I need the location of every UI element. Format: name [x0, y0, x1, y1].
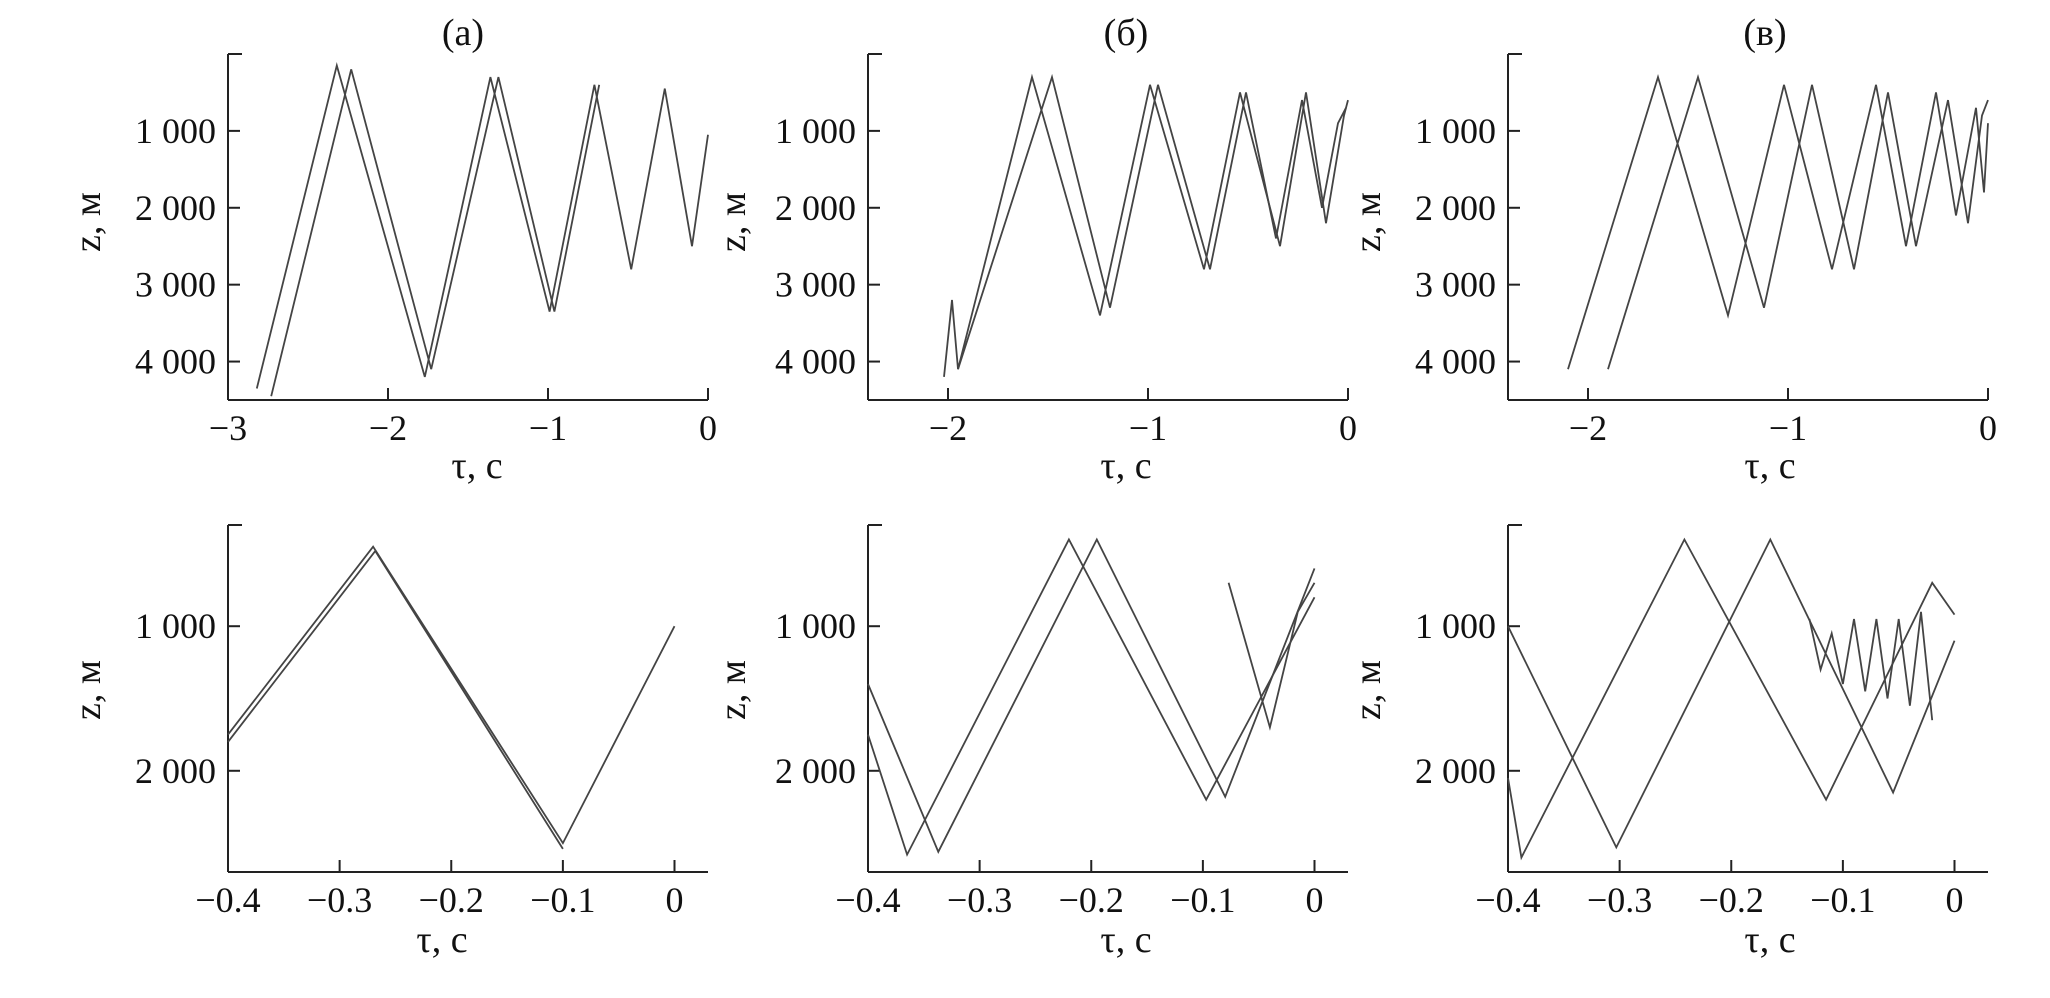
y-tick-label: 1 000 [135, 111, 216, 151]
x-axis-label: τ, с [416, 919, 467, 961]
y-tick-label: 1 000 [775, 606, 856, 646]
panel-title: (а) [442, 12, 484, 54]
y-tick-label: 1 000 [1415, 606, 1496, 646]
ray-series-1 [867, 537, 1316, 857]
panel-title: (б) [1104, 12, 1149, 54]
x-tick-label: −0.1 [1810, 880, 1875, 920]
x-tick-label: −0.2 [419, 880, 484, 920]
panel-a-bottom: τ, с z, м −0.4 −0.3 −0.2 −0.1 0 1 000 2 000 [67, 524, 708, 961]
x-tick-label: −1 [529, 408, 567, 448]
x-tick-label: 0 [1339, 408, 1357, 448]
panel-v-top: (в) τ, с z, м −2 −1 0 1 000 2 000 3 000 4 000 [1347, 12, 1997, 487]
x-tick-label: −0.3 [947, 880, 1012, 920]
y-tick-label: 1 000 [135, 606, 216, 646]
panel-title: (в) [1743, 12, 1786, 54]
x-tick-label: −0.1 [530, 880, 595, 920]
ray-series-1 [1507, 537, 1956, 861]
x-tick-label: −2 [929, 408, 967, 448]
ray-series-1 [227, 545, 676, 845]
panel-b-bottom: τ, с z, м −0.4 −0.3 −0.2 −0.1 0 1 000 2 000 [712, 524, 1348, 961]
x-tick-label: −0.1 [1170, 880, 1235, 920]
ray-series-1 [1567, 73, 1989, 370]
x-tick-label: −0.2 [1699, 880, 1764, 920]
ray-series-2 [957, 73, 1347, 370]
y-tick-label: 2 000 [135, 188, 216, 228]
ray-series-2 [270, 69, 601, 397]
x-tick-label: −1 [1769, 408, 1807, 448]
y-tick-label: 2 000 [1415, 751, 1496, 791]
y-tick-label: 1 000 [775, 111, 856, 151]
ray-series-2 [1607, 73, 1989, 370]
x-tick-label: 0 [666, 880, 684, 920]
y-tick-label: 1 000 [1415, 111, 1496, 151]
ray-series-1 [255, 61, 709, 389]
y-tick-label: 3 000 [135, 265, 216, 305]
x-axis-label: τ, с [1100, 445, 1151, 487]
panel-v-bottom: τ, с z, м −0.4 −0.3 −0.2 −0.1 0 1 000 2 000 [1347, 524, 1988, 961]
y-tick-label: 4 000 [135, 342, 216, 382]
y-axis-label: z, м [712, 660, 754, 720]
ray-series-2 [867, 537, 1316, 854]
y-tick-label: 3 000 [1415, 265, 1496, 305]
y-axis-label: z, м [712, 192, 754, 252]
x-tick-label: 0 [1306, 880, 1324, 920]
x-tick-label: −3 [209, 408, 247, 448]
ray-series-3 [1227, 582, 1316, 731]
x-tick-label: 0 [1946, 880, 1964, 920]
x-axis-label: τ, с [1744, 445, 1795, 487]
x-tick-label: −0.2 [1059, 880, 1124, 920]
y-tick-label: 2 000 [775, 188, 856, 228]
x-axis-label: τ, с [451, 445, 502, 487]
y-axis-label: z, м [67, 660, 109, 720]
x-tick-label: 0 [1979, 408, 1997, 448]
y-tick-label: 4 000 [775, 342, 856, 382]
y-tick-label: 2 000 [1415, 188, 1496, 228]
ray-series-3 [1808, 611, 1934, 721]
y-axis-label: z, м [1347, 192, 1389, 252]
x-tick-label: −2 [369, 408, 407, 448]
x-tick-label: −0.3 [307, 880, 372, 920]
y-tick-label: 2 000 [135, 751, 216, 791]
panel-b-top: (б) τ, с z, м −2 −1 0 1 000 2 000 3 000 4 000 [712, 12, 1357, 487]
x-axis-label: τ, с [1100, 919, 1151, 961]
y-tick-label: 4 000 [1415, 342, 1496, 382]
x-tick-label: −0.4 [835, 880, 900, 920]
x-tick-label: −2 [1569, 408, 1607, 448]
x-tick-label: 0 [699, 408, 717, 448]
x-tick-label: −1 [1129, 408, 1167, 448]
panel-a-top: (а) τ, с z, м −3 −2 −1 0 1 000 2 000 3 000 4 00… [67, 12, 717, 487]
y-axis-label: z, м [67, 192, 109, 252]
x-tick-label: −0.3 [1587, 880, 1652, 920]
y-axis-label: z, м [1347, 660, 1389, 720]
x-axis-label: τ, с [1744, 919, 1795, 961]
y-tick-label: 2 000 [775, 751, 856, 791]
ray-series-2 [227, 549, 564, 850]
x-tick-label: −0.4 [1475, 880, 1540, 920]
ray-series-2 [1507, 537, 1956, 850]
y-tick-label: 3 000 [775, 265, 856, 305]
x-tick-label: −0.4 [195, 880, 260, 920]
